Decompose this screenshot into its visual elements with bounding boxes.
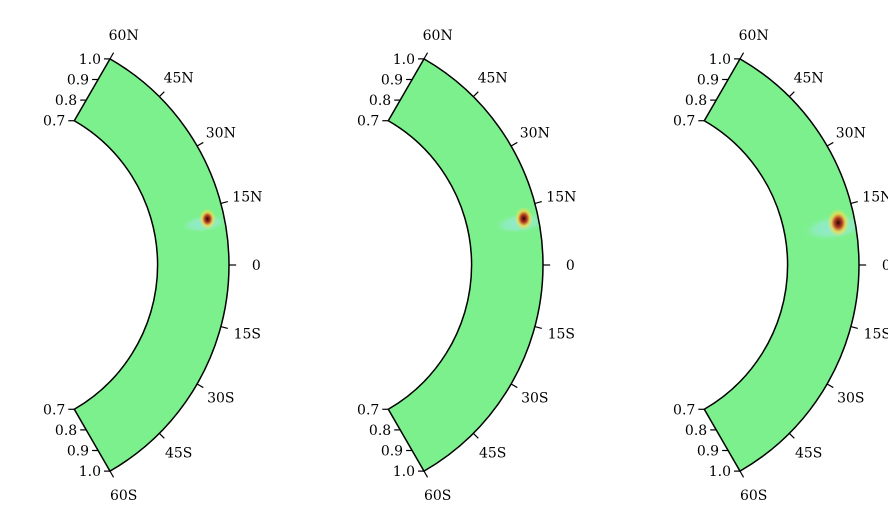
radius-label: 0.9 [697,72,719,88]
latitude-tick [534,200,542,204]
radius-label: 1.0 [393,52,415,68]
radius-label: 0.8 [685,423,707,439]
radius-label: 0.7 [673,402,695,418]
panel-1: 60N 45N 30N 15N 0 15S 30S 45S 60S 1.0 0.9 0.8 0.7 1.0… [43,28,262,504]
latitude-tick [826,141,834,147]
latitude-label: 15N [546,189,576,205]
radius-label: 0.8 [55,423,77,439]
latitude-tick [220,326,228,330]
latitude-tick [158,91,165,98]
field-shell [74,58,229,472]
latitude-label: 15S [234,327,261,343]
latitude-label: 15S [864,327,888,343]
radius-label: 0.7 [673,114,695,130]
radius-label: 1.0 [709,52,731,68]
latitude-tick [472,432,479,439]
radius-label: 1.0 [79,52,101,68]
latitude-tick [826,383,834,389]
radius-label: 1.0 [393,464,415,480]
latitude-tick [850,200,858,204]
latitude-label: 30N [520,125,550,141]
latitude-tick [739,52,745,60]
latitude-tick [109,470,115,478]
latitude-tick [196,141,204,147]
feature-spot [799,208,859,242]
feature-spot [179,208,229,234]
latitude-tick [739,470,745,478]
latitude-label: 45S [165,446,192,462]
latitude-label: 45S [795,446,822,462]
radius-label: 1.0 [79,464,101,480]
latitude-label: 0 [882,258,888,274]
latitude-tick [850,326,858,330]
latitude-label: 0 [566,258,575,274]
latitude-label: 60N [739,28,769,44]
latitude-label: 45N [794,70,824,86]
shell-outline [703,57,860,473]
latitude-label: 45N [478,70,508,86]
latitude-tick [196,383,204,389]
radius-label: 0.9 [67,72,89,88]
shell-outline [387,57,544,473]
latitude-tick [109,52,115,60]
latitude-tick [788,432,795,439]
latitude-tick [534,326,542,330]
latitude-label: 30S [837,391,864,407]
radius-label: 0.7 [357,114,379,130]
latitude-label: 30N [836,125,866,141]
latitude-label: 15N [862,189,888,205]
latitude-label: 45S [479,446,506,462]
latitude-label: 60N [423,28,453,44]
latitude-label: 30S [521,391,548,407]
radius-label: 0.9 [381,72,403,88]
latitude-label: 0 [252,258,261,274]
radius-label: 1.0 [709,464,731,480]
latitude-tick [472,91,479,98]
radius-label: 0.9 [697,444,719,460]
latitude-label: 45N [164,70,194,86]
latitude-tick [510,141,518,147]
radius-label: 0.7 [357,402,379,418]
shell-outline [73,57,230,473]
radius-label: 0.9 [67,444,89,460]
latitude-label: 15N [232,189,262,205]
latitude-label: 60S [740,488,767,504]
radius-label: 0.8 [55,93,77,109]
latitude-tick [158,432,165,439]
latitude-label: 30S [207,391,234,407]
radius-label: 0.7 [43,402,65,418]
latitude-label: 30N [206,125,236,141]
panel-3: 60N 45N 30N 15N 0 15S 30S 45S 60S 1.0 0.9 0.8 0.7 1.0… [673,28,888,504]
field-shell [388,58,543,472]
latitude-tick [423,52,429,60]
radius-label: 0.8 [369,423,391,439]
latitude-label: 60S [424,488,451,504]
radius-label: 0.9 [381,444,403,460]
latitude-label: 15S [548,327,575,343]
latitude-label: 60S [110,488,137,504]
latitude-tick [423,470,429,478]
latitude-tick [510,383,518,389]
latitude-label: 60N [109,28,139,44]
latitude-tick [220,200,228,204]
radius-label: 0.8 [369,93,391,109]
feature-spot [492,206,543,235]
latitude-tick [788,91,795,98]
panel-2: 60N 45N 30N 15N 0 15S 30S 45S 60S 1.0 0.9 0.8 0.7 1.0… [357,28,576,504]
field-shell [704,58,859,472]
radius-label: 0.7 [43,114,65,130]
radius-label: 0.8 [685,93,707,109]
